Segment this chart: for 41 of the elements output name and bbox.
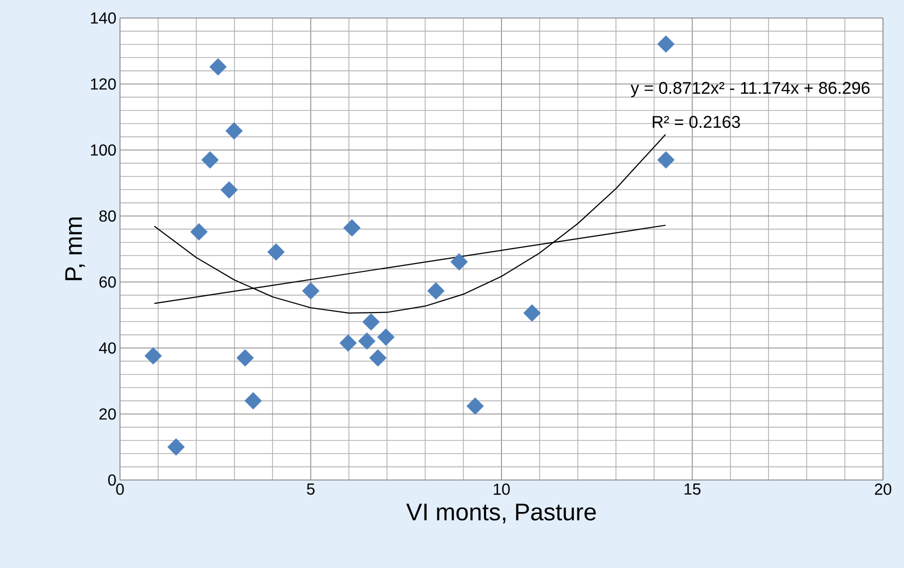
y-tick-label: 80 xyxy=(99,210,116,222)
point xyxy=(450,253,468,271)
point xyxy=(343,219,361,237)
y-axis-title: P, mm xyxy=(65,217,85,280)
point xyxy=(220,181,238,199)
line-series xyxy=(154,134,666,314)
point xyxy=(369,349,387,367)
point xyxy=(657,35,675,53)
point xyxy=(657,151,675,169)
point xyxy=(302,282,320,300)
y-tick-label: 20 xyxy=(99,408,116,420)
point xyxy=(466,397,484,415)
y-tick-label: 120 xyxy=(90,78,116,90)
y-tick-label: 60 xyxy=(99,276,116,288)
point xyxy=(190,223,208,241)
point xyxy=(244,392,262,410)
point xyxy=(167,438,185,456)
point xyxy=(427,282,445,300)
y-tick-label: 0 xyxy=(108,474,116,486)
point xyxy=(377,328,395,346)
x-tick-label: 0 xyxy=(116,484,124,495)
y-tick-label: 140 xyxy=(90,12,116,24)
point xyxy=(523,304,541,322)
point xyxy=(225,122,243,140)
y-tick-label: 40 xyxy=(99,342,116,354)
x-axis-title: VI monts, Pasture xyxy=(406,504,596,524)
annotation: y = 0.8712x² - 11.174x + 86.296 xyxy=(630,82,870,98)
point xyxy=(201,151,219,169)
point xyxy=(209,58,227,76)
point xyxy=(267,243,285,261)
x-tick-label: 5 xyxy=(306,484,315,495)
point xyxy=(144,347,162,365)
y-tick-label: 100 xyxy=(90,144,116,156)
x-tick-label: 10 xyxy=(494,484,510,495)
point xyxy=(339,334,357,352)
point xyxy=(358,332,376,350)
annotation: R² = 0.2163 xyxy=(652,116,740,128)
point xyxy=(236,349,254,367)
point xyxy=(362,313,380,331)
x-tick-label: 20 xyxy=(874,484,892,495)
x-tick-label: 15 xyxy=(684,484,700,495)
